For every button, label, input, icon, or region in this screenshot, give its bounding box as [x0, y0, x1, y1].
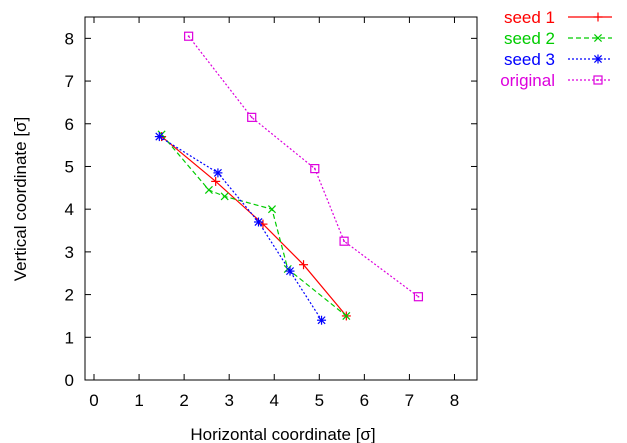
legend-label-original: original	[500, 71, 555, 90]
x-tick-label: 0	[89, 391, 98, 410]
series-line-seed-1	[161, 136, 347, 317]
data-point-seed-2-2	[220, 192, 229, 201]
x-tick-label: 1	[134, 391, 143, 410]
legend-marker-seed-2	[593, 33, 603, 43]
y-tick-label: 2	[65, 286, 74, 305]
legend-marker-seed-1	[593, 12, 603, 22]
y-tick-label: 1	[65, 328, 74, 347]
data-point-seed-2-3	[267, 205, 277, 214]
x-tick-label: 2	[179, 391, 188, 410]
series-line-seed-3	[158, 136, 323, 321]
x-tick-label: 6	[360, 391, 369, 410]
legend: seed 1 seed 2 seed 3 original	[500, 8, 612, 90]
x-tick-label: 8	[450, 391, 459, 410]
data-point-seed-2-5	[342, 311, 351, 320]
legend-marker-seed-3	[593, 54, 603, 64]
y-axis-label: Vertical coordinate [σ]	[11, 117, 30, 282]
data-point-original-2	[310, 164, 320, 174]
data-point-seed-1-3	[299, 260, 309, 270]
series-line-seed-2	[161, 134, 347, 317]
y-tick-label: 5	[65, 157, 74, 176]
data-point-seed-3-1	[213, 168, 223, 178]
data-point-seed-3-3	[285, 266, 295, 276]
y-tick-label: 8	[65, 29, 74, 48]
data-point-original-3	[339, 236, 349, 246]
data-point-original-4	[413, 292, 424, 302]
x-tick-label: 7	[405, 391, 414, 410]
x-tick-label: 5	[315, 391, 324, 410]
axis-ticks: 0 1 2 3 4 5 6 7 8 0 1 2 3 4 5 6 7 8	[65, 17, 477, 410]
data-point-original-1	[247, 112, 257, 122]
series-group	[154, 31, 424, 325]
y-tick-label: 0	[65, 371, 74, 390]
data-point-seed-3-4	[317, 315, 327, 325]
y-tick-label: 6	[65, 115, 74, 134]
plot-frame	[84, 16, 478, 381]
legend-label-seed-1: seed 1	[504, 8, 555, 27]
y-tick-label: 7	[65, 72, 74, 91]
legend-marker-original	[593, 75, 603, 85]
x-axis-label: Horizontal coordinate [σ]	[190, 425, 375, 443]
x-tick-label: 4	[270, 391, 279, 410]
y-tick-label: 4	[65, 200, 74, 219]
data-point-seed-2-1	[204, 185, 213, 194]
y-tick-label: 3	[65, 243, 74, 262]
legend-label-seed-3: seed 3	[504, 50, 555, 69]
data-point-seed-1-1	[211, 176, 221, 186]
x-tick-label: 3	[224, 391, 233, 410]
series-line-original	[188, 35, 419, 298]
data-point-seed-3-0	[154, 132, 164, 142]
data-point-original-0	[184, 31, 194, 41]
legend-label-seed-2: seed 2	[504, 29, 555, 48]
data-point-seed-3-2	[253, 217, 263, 227]
